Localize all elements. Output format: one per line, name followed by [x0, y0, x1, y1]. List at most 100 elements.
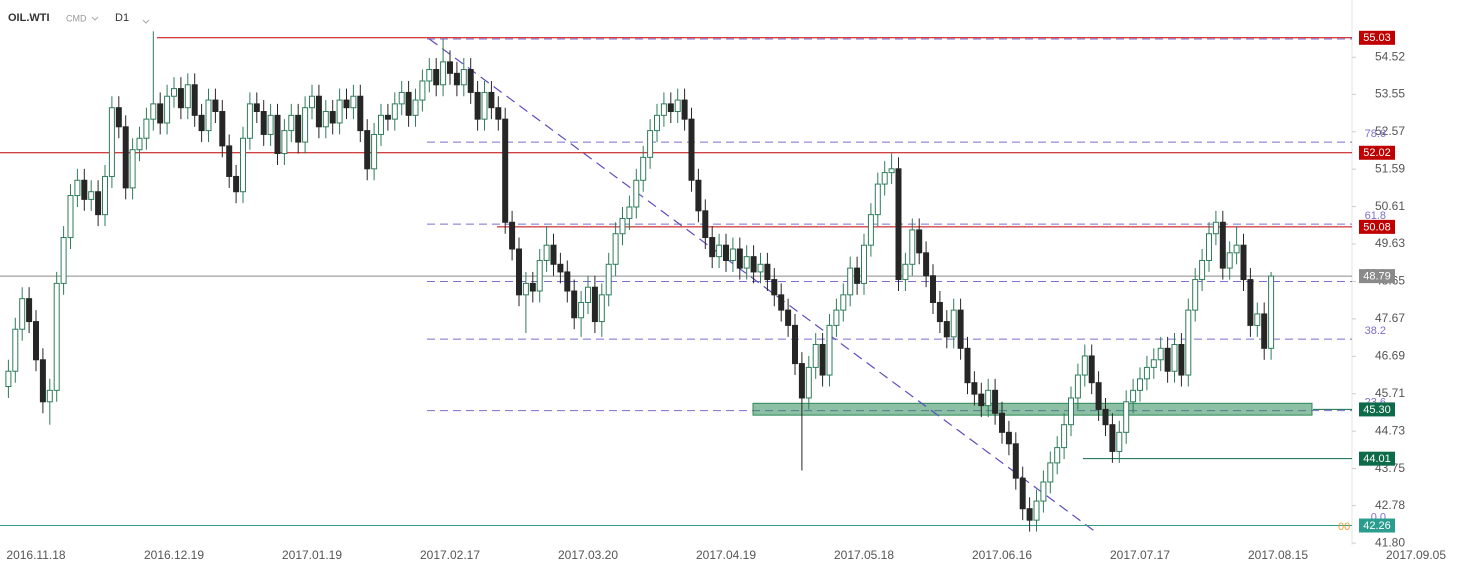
x-tick-label: 2017.04.19 — [696, 548, 756, 562]
candle-body — [60, 237, 67, 284]
candle-body — [702, 210, 709, 239]
fib-label: 61.8 — [1365, 210, 1386, 222]
candle-body — [288, 114, 295, 132]
candle-body — [1123, 401, 1130, 433]
candle-body — [798, 363, 805, 399]
candle-body — [1019, 477, 1026, 510]
candle-body — [654, 114, 660, 132]
candle-body — [1095, 382, 1102, 410]
x-tick-label: 2017.03.20 — [558, 548, 618, 562]
x-tick-label: 2016.11.18 — [6, 548, 65, 562]
candle-body — [115, 107, 122, 128]
caret — [142, 19, 150, 24]
candle-body — [67, 195, 74, 239]
candle-body — [985, 389, 992, 407]
y-tick-label: 49.63 — [1375, 236, 1405, 250]
candle-body — [667, 103, 674, 113]
candle-body — [778, 294, 785, 311]
candle-body — [1102, 408, 1109, 426]
candle-body — [619, 217, 626, 235]
candle-body — [867, 214, 874, 246]
candle-body — [488, 91, 495, 109]
candle-body — [226, 145, 233, 177]
candle-body — [833, 309, 840, 326]
candle-body — [785, 309, 792, 326]
candle-body — [384, 114, 391, 120]
candle-body — [729, 248, 736, 261]
candle-body — [695, 179, 702, 212]
x-tick-label: 2017.07.17 — [1110, 548, 1170, 562]
candle-body — [874, 183, 881, 216]
candle-body — [1226, 252, 1233, 269]
candle-body — [95, 191, 102, 216]
candle-body — [246, 103, 253, 139]
candle-body — [177, 88, 184, 109]
candle-body — [792, 324, 798, 365]
candle-body — [53, 282, 60, 391]
candle-body — [453, 72, 460, 86]
candle-body — [1026, 508, 1033, 521]
candle-body — [136, 137, 143, 151]
candle-body — [1199, 259, 1206, 281]
candle-body — [950, 309, 957, 338]
candle-body — [378, 114, 384, 135]
candle-body — [440, 61, 447, 86]
candle-body — [502, 118, 509, 223]
support-zone — [752, 402, 1313, 416]
candle-body — [660, 103, 667, 116]
candle-body — [888, 168, 895, 174]
candle-body — [909, 229, 916, 265]
candle-body — [992, 389, 999, 414]
candle-body — [578, 301, 585, 319]
candle-body — [1047, 462, 1054, 483]
candle-body — [1040, 481, 1047, 502]
candle-body — [260, 111, 267, 135]
candle-body — [1054, 447, 1061, 464]
symbol: OIL.WTI — [8, 12, 50, 24]
candle-body — [219, 111, 226, 147]
candle-body — [1005, 431, 1012, 445]
candle-body — [543, 244, 550, 261]
candle-body — [536, 259, 543, 292]
candle-body — [930, 275, 936, 303]
candle-body — [805, 366, 812, 399]
candle-body — [419, 80, 426, 101]
candle-body — [1219, 221, 1226, 269]
candle-body — [971, 382, 978, 395]
candle-body — [1178, 343, 1185, 376]
candle-body — [674, 99, 681, 113]
candle-body — [964, 347, 971, 384]
candle-body — [129, 149, 136, 189]
candle-body — [253, 103, 260, 113]
candle-body — [481, 91, 488, 120]
price-label-box — [1359, 451, 1395, 466]
price-label-box — [1359, 269, 1395, 284]
candle-body — [1150, 359, 1157, 368]
y-tick-label: 42.78 — [1375, 498, 1405, 512]
candle-body — [1157, 347, 1164, 361]
candle-body — [978, 393, 985, 407]
candle-body — [771, 279, 778, 296]
candle-body — [509, 221, 516, 250]
candle-body — [150, 103, 157, 120]
candle-body — [447, 61, 453, 74]
y-tick-label: 41.80 — [1375, 535, 1405, 549]
candle-body — [1185, 309, 1192, 376]
price-label: 52.02 — [1363, 147, 1391, 159]
candle-body — [433, 69, 440, 86]
candle-body — [398, 91, 405, 105]
candle-body — [1261, 313, 1268, 349]
candle-body — [626, 206, 633, 219]
price-label-box — [1359, 402, 1395, 417]
candle-body — [467, 69, 474, 93]
candle-body — [357, 95, 364, 132]
candle-body — [322, 111, 329, 128]
y-tick-label: 52.57 — [1375, 124, 1405, 138]
candle-body — [122, 126, 129, 189]
candle-body — [571, 290, 578, 319]
fib-label: 78.6 — [1365, 128, 1386, 140]
candle-body — [212, 99, 219, 113]
candle-body — [171, 88, 177, 97]
candle-body — [198, 114, 205, 132]
candle-body — [716, 244, 723, 258]
